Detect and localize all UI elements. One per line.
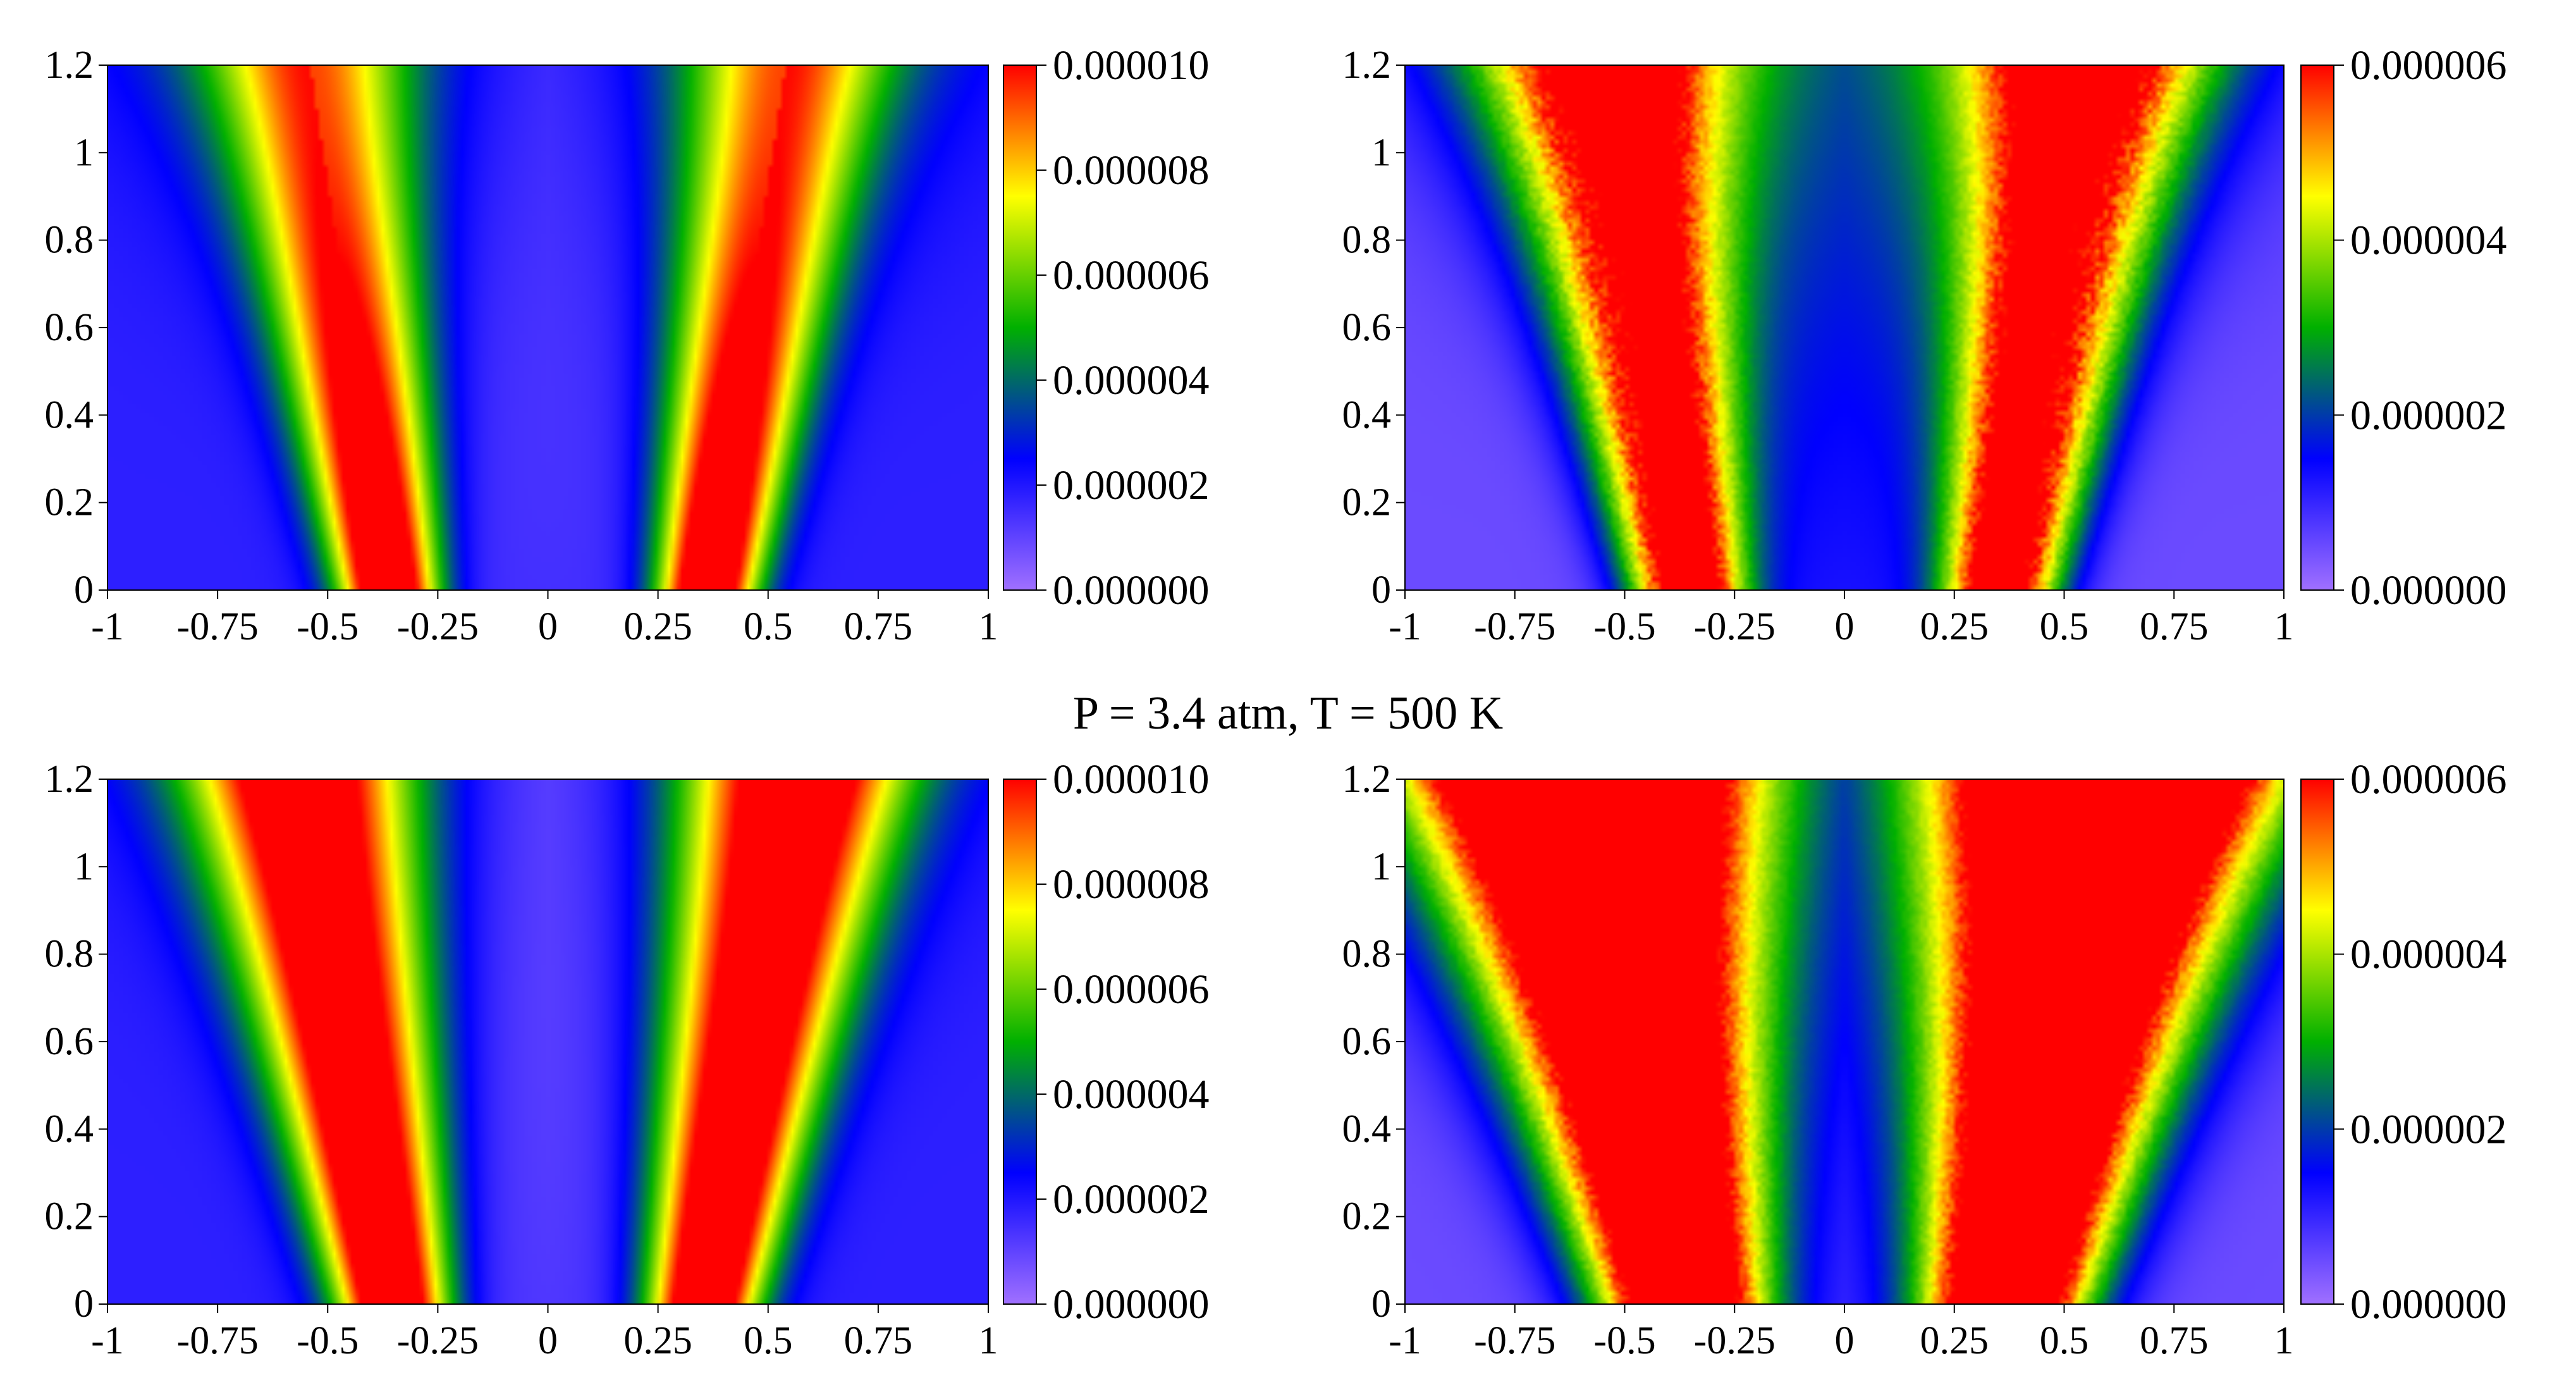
- x-tick-label: -0.75: [1474, 1319, 1555, 1362]
- colorbar-tick-label: 0.000008: [1053, 147, 1210, 194]
- colorbar-tick-label: 0.000000: [2350, 1281, 2507, 1327]
- x-tick-label: 1: [2274, 1319, 2294, 1362]
- x-tick-label: 1: [979, 1319, 998, 1362]
- x-tick-label: 0: [538, 605, 558, 648]
- colorbar-tick-label: 0.000002: [1053, 462, 1210, 508]
- x-tick-label: -1: [1389, 1319, 1421, 1362]
- x-tick-label: 0: [1835, 1319, 1855, 1362]
- y-tick-label: 0: [74, 1283, 94, 1326]
- x-tick-label: -0.25: [397, 605, 479, 648]
- x-tick-label: 0.25: [623, 605, 692, 648]
- colorbar: [2300, 779, 2334, 1305]
- x-tick-label: 0.5: [744, 1319, 793, 1362]
- colorbar-tick-label: 0.000002: [2350, 392, 2507, 438]
- y-tick-label: 1: [1371, 845, 1391, 888]
- colorbar: [1003, 65, 1037, 591]
- y-tick-label: 0: [74, 569, 94, 612]
- colorbar-tick-label: 0.000000: [1053, 567, 1210, 613]
- x-tick-label: -0.5: [297, 605, 359, 648]
- chart-top-right: -1 -0.75 -0.5 -0.25 0 0.25 0.5 0.75 1 0 0.2 0.4 0.6 0…: [1342, 42, 2507, 648]
- colorbar-tick-label: 0.000002: [2350, 1106, 2507, 1152]
- x-tick-label: 0: [1835, 605, 1855, 648]
- x-tick-label: 0.25: [1920, 605, 1989, 648]
- x-tick-label: 1: [2274, 605, 2294, 648]
- x-tick-label: -0.75: [177, 605, 259, 648]
- x-tick-label: -0.75: [177, 1319, 259, 1362]
- y-tick-label: 1.2: [45, 758, 94, 801]
- heatmap-surface: [107, 779, 988, 1304]
- y-tick-label: 1: [1371, 131, 1391, 174]
- colorbar-tick-label: 0.000006: [1053, 966, 1210, 1013]
- colorbar: [2300, 65, 2334, 591]
- x-tick-label: -1: [91, 605, 124, 648]
- colorbar-tick-label: 0.000010: [1053, 756, 1210, 803]
- y-tick-label: 0.8: [45, 933, 94, 976]
- x-tick-label: 0.5: [744, 605, 793, 648]
- colorbar-tick-label: 0.000002: [1053, 1176, 1210, 1223]
- y-tick-label: 1: [74, 131, 94, 174]
- chart-top-left: -1 -0.75 -0.5 -0.25 0 0.25 0.5 0.75 1 0 0.2 0.4 0.6 0…: [45, 42, 1210, 648]
- y-tick-label: 0.8: [1342, 219, 1392, 262]
- y-tick-label: 0.6: [1342, 306, 1392, 349]
- y-tick-label: 0: [1371, 1283, 1391, 1326]
- y-tick-label: 0.6: [45, 306, 94, 349]
- heatmap-surface: [1405, 779, 2284, 1304]
- y-tick-label: 0.4: [1342, 1107, 1392, 1150]
- y-tick-label: 0.2: [1342, 481, 1392, 524]
- heatmap-surface: [1405, 65, 2284, 590]
- colorbar-tick-label: 0.000008: [1053, 861, 1210, 908]
- chart-bottom-right: -1 -0.75 -0.5 -0.25 0 0.25 0.5 0.75 1 0 0.2 0.4 0.6 0…: [1342, 756, 2507, 1362]
- y-tick-label: 0.4: [1342, 393, 1392, 436]
- colorbar-tick-label: 0.000004: [1053, 1071, 1210, 1118]
- y-tick-label: 0.4: [45, 1107, 94, 1150]
- x-tick-label: -1: [1389, 605, 1421, 648]
- x-tick-label: -0.5: [1593, 605, 1655, 648]
- heatmap-surface: [107, 65, 988, 590]
- y-tick-label: 0.4: [45, 393, 94, 436]
- x-tick-label: 0.5: [2040, 605, 2089, 648]
- y-tick-label: 0: [1371, 569, 1391, 612]
- y-tick-label: 1.2: [1342, 758, 1392, 801]
- x-tick-label: -0.75: [1474, 605, 1555, 648]
- y-tick-label: 0.2: [1342, 1195, 1392, 1238]
- x-tick-label: -0.25: [1694, 605, 1776, 648]
- colorbar-tick-label: 0.000006: [2350, 42, 2507, 89]
- x-tick-label: -0.25: [1694, 1319, 1776, 1362]
- y-tick-label: 0.2: [45, 481, 94, 524]
- x-tick-label: -0.5: [1593, 1319, 1655, 1362]
- x-tick-label: 0.25: [623, 1319, 692, 1362]
- colorbar-tick-label: 0.000006: [2350, 756, 2507, 803]
- x-tick-label: 0.75: [2140, 605, 2209, 648]
- x-tick-label: 0.75: [844, 605, 913, 648]
- y-tick-label: 1.2: [45, 44, 94, 87]
- y-tick-label: 0.8: [1342, 933, 1392, 976]
- x-tick-label: -0.5: [297, 1319, 359, 1362]
- y-tick-label: 1.2: [1342, 44, 1392, 87]
- x-tick-label: 0.75: [2140, 1319, 2209, 1362]
- y-tick-label: 0.2: [45, 1195, 94, 1238]
- figure-caption: P = 3.4 atm, T = 500 K: [1073, 687, 1503, 739]
- colorbar: [1003, 779, 1037, 1305]
- x-tick-label: 0.25: [1920, 1319, 1989, 1362]
- colorbar-tick-label: 0.000010: [1053, 42, 1210, 89]
- y-tick-label: 0.6: [45, 1020, 94, 1063]
- colorbar-tick-label: 0.000006: [1053, 252, 1210, 299]
- x-tick-label: -1: [91, 1319, 124, 1362]
- x-tick-label: 0.5: [2040, 1319, 2089, 1362]
- x-tick-label: 0.75: [844, 1319, 913, 1362]
- x-tick-label: 0: [538, 1319, 558, 1362]
- y-tick-label: 0.6: [1342, 1020, 1392, 1063]
- chart-bottom-left: -1 -0.75 -0.5 -0.25 0 0.25 0.5 0.75 1 0 0.2 0.4 0.6 0…: [45, 756, 1210, 1362]
- x-tick-label: 1: [979, 605, 998, 648]
- colorbar-tick-label: 0.000004: [2350, 218, 2507, 264]
- y-tick-label: 0.8: [45, 219, 94, 262]
- colorbar-tick-label: 0.000004: [2350, 932, 2507, 978]
- colorbar-tick-label: 0.000004: [1053, 357, 1210, 403]
- y-tick-label: 1: [74, 845, 94, 888]
- colorbar-tick-label: 0.000000: [1053, 1281, 1210, 1327]
- colorbar-tick-label: 0.000000: [2350, 567, 2507, 613]
- x-tick-label: -0.25: [397, 1319, 479, 1362]
